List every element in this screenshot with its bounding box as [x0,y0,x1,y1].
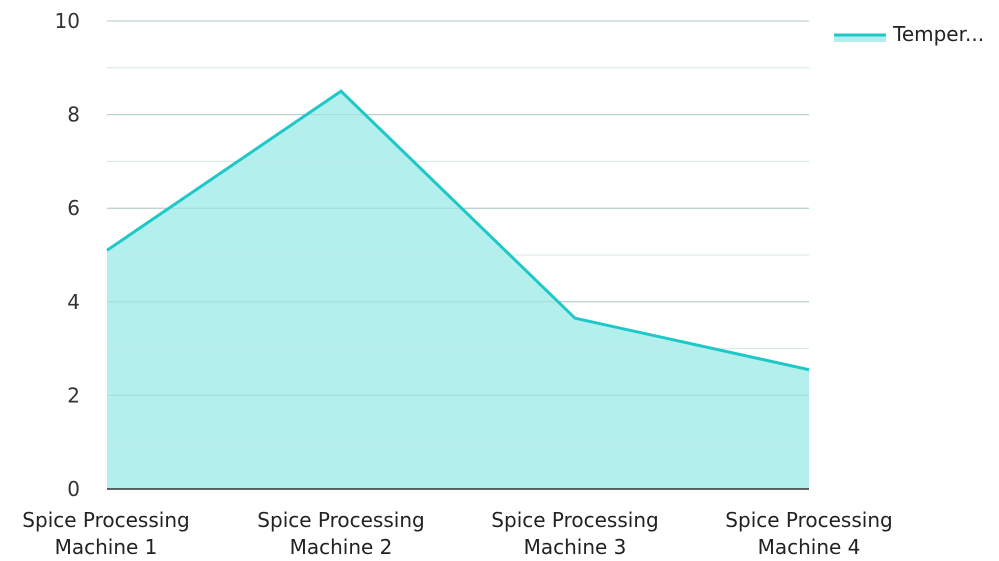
y-tick-label: 8 [67,103,80,127]
series-area [106,20,810,489]
x-category-label: Spice Processing Machine 2 [257,508,424,559]
legend-label: Temper... [892,22,984,46]
y-tick-label: 10 [55,9,80,33]
y-axis-ticks: 0 2 4 6 8 10 [55,9,80,501]
legend[interactable]: Temper... [834,22,984,46]
x-category-label: Spice Processing Machine 3 [491,508,658,559]
y-tick-label: 6 [67,196,80,220]
x-axis-ticks: Spice Processing Machine 1 Spice Processin… [22,508,892,559]
series-area-fill [107,91,809,489]
series-line [106,89,810,372]
y-tick-label: 0 [67,477,80,501]
y-tick-label: 4 [67,290,80,314]
y-tick-label: 2 [67,383,80,407]
legend-swatch [834,35,886,42]
x-category-label: Spice Processing Machine 4 [725,508,892,559]
x-category-label: Spice Processing Machine 1 [22,508,189,559]
